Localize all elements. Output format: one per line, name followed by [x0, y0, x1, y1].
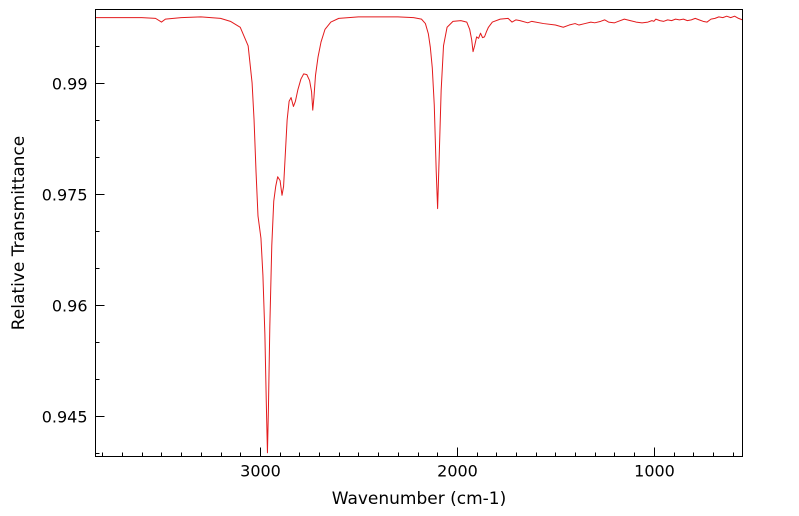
plot-frame	[95, 9, 743, 457]
y-tick-label: 0.96	[52, 297, 88, 316]
x-tick-labels: 3000 2000 1000	[240, 462, 675, 481]
major-ticks	[95, 83, 655, 457]
y-tick-label: 0.99	[52, 75, 88, 94]
minor-ticks	[95, 46, 734, 457]
y-tick-labels: 0.99 0.975 0.96 0.945	[42, 75, 88, 427]
x-tick-label: 3000	[240, 462, 281, 481]
y-tick-label: 0.945	[42, 408, 88, 427]
y-axis-title: Relative Transmittance	[9, 136, 29, 331]
x-axis-title: Wavenumber (cm-1)	[332, 489, 507, 509]
x-tick-label: 2000	[437, 462, 478, 481]
x-tick-label: 1000	[634, 462, 675, 481]
spectrum-line-0	[95, 15, 743, 454]
y-tick-label: 0.975	[42, 186, 88, 205]
series-layer	[95, 15, 743, 454]
